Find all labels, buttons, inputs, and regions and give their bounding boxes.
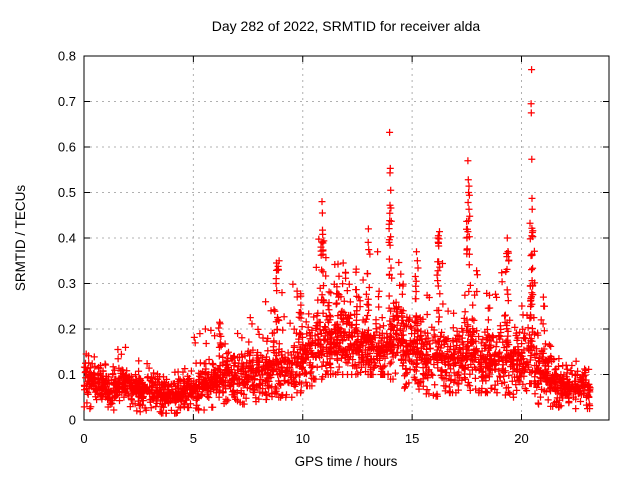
- tick-label-layer: 0 5 10 15 20 0 0.1 0.2 0.3 0.4 0.5 0.6 0.7 0.8: [58, 49, 529, 447]
- y-tick-label: 0.3: [58, 276, 76, 291]
- x-tick-label: 10: [296, 431, 310, 446]
- scatter-points: [80, 66, 594, 417]
- y-axis-label: SRMTID / TECUs: [13, 185, 28, 292]
- y-tick-label: 0.2: [58, 322, 76, 337]
- y-tick-label: 0.5: [58, 185, 76, 200]
- y-tick-label: 0: [69, 413, 76, 428]
- y-tick-label: 0.6: [58, 140, 76, 155]
- plot-border: [83, 55, 610, 421]
- x-tick-label: 20: [514, 431, 528, 446]
- chart-title: Day 282 of 2022, SRMTID for receiver ald…: [212, 18, 481, 34]
- y-tick-label: 0.8: [58, 49, 76, 64]
- y-tick-label: 0.4: [58, 231, 76, 246]
- y-tick-label: 0.7: [58, 94, 76, 109]
- grid-layer: [84, 56, 609, 420]
- x-tick-label: 15: [405, 431, 419, 446]
- x-tick-label: 5: [190, 431, 197, 446]
- x-axis-label: GPS time / hours: [295, 454, 398, 469]
- y-tick-label: 0.1: [58, 367, 76, 382]
- x-tick-label: 0: [80, 431, 87, 446]
